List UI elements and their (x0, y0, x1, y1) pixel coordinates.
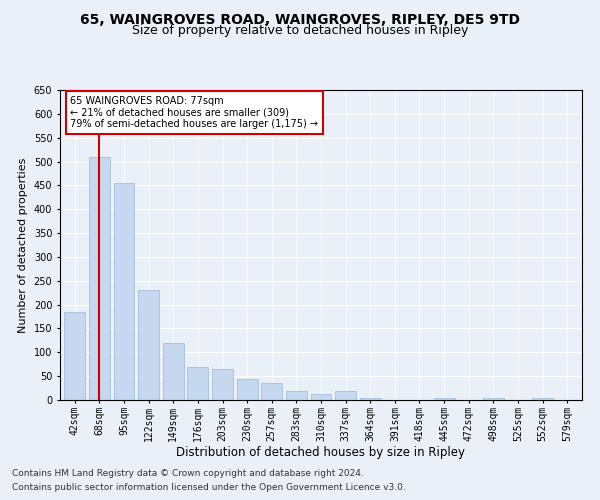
Bar (89, 157, 110, 400)
Bar (113, 183, 134, 400)
Bar (483, 398, 504, 400)
Bar (187, 366, 208, 400)
Text: Contains HM Land Registry data © Crown copyright and database right 2024.: Contains HM Land Registry data © Crown c… (12, 468, 364, 477)
Bar (434, 398, 455, 400)
Text: Contains public sector information licensed under the Open Government Licence v3: Contains public sector information licen… (12, 484, 406, 492)
Bar (212, 369, 233, 400)
Bar (261, 384, 282, 400)
Text: 65 WAINGROVES ROAD: 77sqm
← 21% of detached houses are smaller (309)
79% of semi: 65 WAINGROVES ROAD: 77sqm ← 21% of detac… (70, 96, 319, 130)
Bar (335, 392, 356, 400)
Text: Size of property relative to detached houses in Ripley: Size of property relative to detached ho… (132, 24, 468, 37)
Text: 65, WAINGROVES ROAD, WAINGROVES, RIPLEY, DE5 9TD: 65, WAINGROVES ROAD, WAINGROVES, RIPLEY,… (80, 12, 520, 26)
Bar (163, 343, 184, 400)
X-axis label: Distribution of detached houses by size in Ripley: Distribution of detached houses by size … (176, 446, 466, 460)
Bar (286, 392, 307, 400)
Y-axis label: Number of detached properties: Number of detached properties (18, 158, 28, 332)
Bar (360, 398, 381, 400)
Bar (64, 312, 85, 400)
Bar (236, 378, 257, 400)
Bar (532, 398, 553, 400)
Bar (311, 394, 331, 400)
Bar (138, 290, 159, 400)
